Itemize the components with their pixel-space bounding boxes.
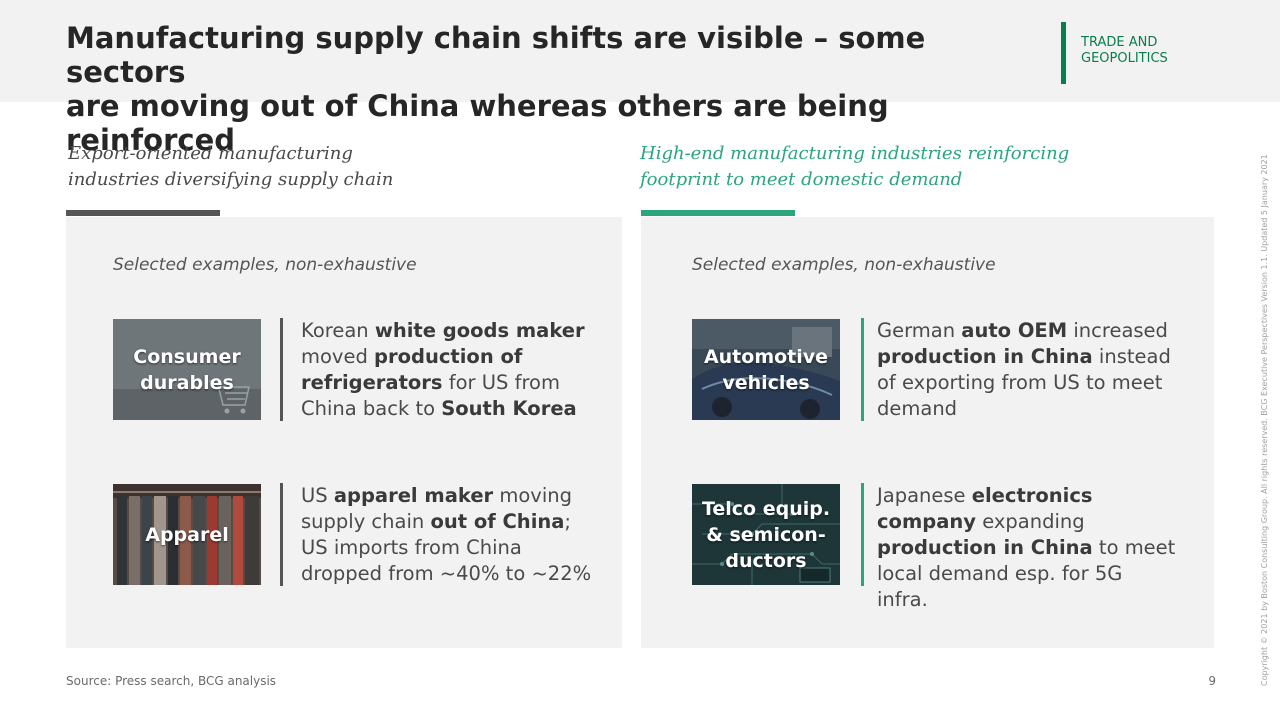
description-text: to meet local demand esp. for 5G infra. <box>877 536 1176 611</box>
description-text: moved <box>301 345 375 368</box>
description-text: ; US imports from China dropped from ~40… <box>301 510 592 585</box>
copyright-note: Copyright © 2021 by Boston Consulting Gr… <box>1260 154 1269 686</box>
description-emphasis: white goods maker <box>374 319 585 342</box>
description-emphasis: electronics company <box>877 484 1093 533</box>
circuit-board-photo-icon <box>692 484 840 585</box>
shopping-cart-photo-icon <box>113 319 261 420</box>
consumer-separator <box>280 318 283 421</box>
automotive-separator <box>861 318 864 421</box>
description-text: increased <box>1067 319 1168 342</box>
description-emphasis: South Korea <box>441 397 577 420</box>
header-band: Manufacturing supply chain shifts are vi… <box>0 0 1280 157</box>
left-panel-note: Selected examples, non-exhaustive <box>113 255 417 275</box>
automotive-tile: Automotive vehicles <box>692 319 840 420</box>
left-column-heading: Export-oriented manufacturing industries… <box>68 143 394 190</box>
telco-separator <box>861 483 864 586</box>
section-tag-bar <box>1061 22 1066 84</box>
description-text: expanding <box>976 510 1085 533</box>
page-title: Manufacturing supply chain shifts are vi… <box>66 21 926 157</box>
description-text: Japanese <box>877 484 972 507</box>
source-note: Source: Press search, BCG analysis <box>66 674 277 688</box>
consumer-durables-label: Consumer durables <box>133 345 241 394</box>
telco-semiconductors-tile: Telco equip. & semicon- ductors <box>692 484 840 585</box>
left-accent-bar <box>66 210 220 216</box>
apparel-description: US apparel maker moving supply chain out… <box>301 483 601 587</box>
telco-semiconductors-description: Japanese electronics company expanding p… <box>877 483 1177 613</box>
description-emphasis: auto OEM <box>961 319 1068 342</box>
apparel-separator <box>280 483 283 586</box>
automotive-label: Automotive vehicles <box>703 345 829 394</box>
car-photo-icon <box>692 319 840 420</box>
description-emphasis: out of China <box>430 510 565 533</box>
apparel-label: Apparel <box>145 523 229 546</box>
section-tag: TRADE AND GEOPOLITICS <box>1081 35 1168 66</box>
consumer-durables-description: Korean white goods maker moved productio… <box>301 318 601 422</box>
description-text: Korean <box>301 319 375 342</box>
description-emphasis: production in China <box>877 536 1093 559</box>
right-column-heading: High-end manufacturing industries reinfo… <box>640 143 1070 190</box>
page-number: 9 <box>1208 674 1216 688</box>
consumer-durables-tile: Consumer durables <box>113 319 261 420</box>
description-emphasis: production of refrigerators <box>301 345 523 394</box>
apparel-tile: Apparel <box>113 484 261 585</box>
description-text: for US from China back to <box>301 371 560 420</box>
description-emphasis: apparel maker <box>333 484 494 507</box>
description-text: moving supply chain <box>301 484 573 533</box>
description-text: German <box>877 319 962 342</box>
right-panel-note: Selected examples, non-exhaustive <box>692 255 996 275</box>
telco-semiconductors-label: Telco equip. & semicon- ductors <box>701 497 831 572</box>
automotive-description: German auto OEM increased production in … <box>877 318 1177 422</box>
description-emphasis: production in China <box>877 345 1093 368</box>
right-accent-bar <box>641 210 795 216</box>
clothing-rack-photo-icon <box>113 484 261 585</box>
description-text: US <box>301 484 334 507</box>
description-text: instead of exporting from US to meet dem… <box>877 345 1171 420</box>
